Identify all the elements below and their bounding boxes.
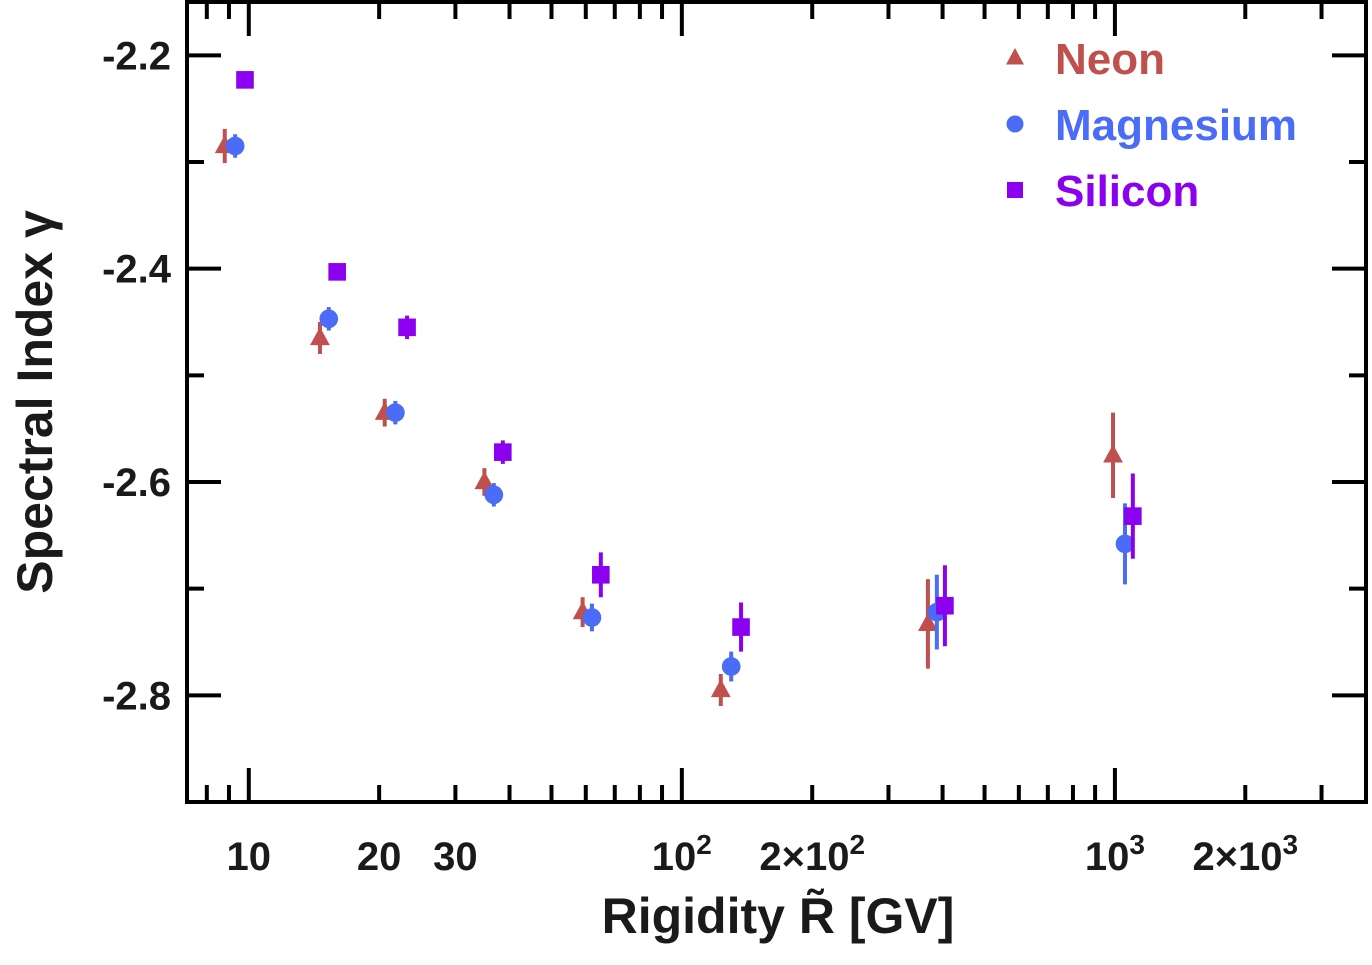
data-series bbox=[214, 71, 1142, 706]
circle-marker bbox=[1115, 534, 1135, 554]
y-tick-label: -2.4 bbox=[102, 248, 172, 292]
x-tick-label-base: 10 bbox=[1085, 835, 1130, 879]
square-marker bbox=[732, 618, 750, 636]
legend-label-silicon: Silicon bbox=[1055, 167, 1199, 216]
triangle-marker bbox=[1103, 444, 1123, 463]
plot-frame bbox=[185, 0, 1368, 804]
series-magnesium bbox=[225, 134, 1135, 682]
square-marker bbox=[494, 443, 512, 461]
x-tick-label: 102 bbox=[652, 829, 712, 879]
circle-marker bbox=[484, 485, 504, 505]
x-tick-label-base: 20 bbox=[357, 835, 402, 879]
x-tick-label: 10 bbox=[227, 835, 272, 879]
y-tick-label: -2.8 bbox=[102, 674, 171, 718]
series-silicon bbox=[236, 71, 1142, 652]
legend-circle-marker bbox=[1006, 115, 1024, 133]
x-tick-label: 2×103 bbox=[1192, 829, 1298, 879]
square-marker bbox=[1124, 507, 1142, 525]
series-neon bbox=[214, 128, 1123, 706]
x-tick-label: 103 bbox=[1085, 829, 1145, 879]
x-axis-title: Rigidity R̃ [GV] bbox=[602, 888, 955, 944]
circle-marker bbox=[582, 608, 602, 627]
x-tick-label: 30 bbox=[433, 835, 478, 879]
triangle-marker bbox=[474, 471, 495, 490]
square-marker bbox=[236, 71, 254, 89]
x-tick-label: 20 bbox=[357, 835, 402, 879]
x-tick-label-base: 30 bbox=[433, 835, 478, 879]
x-tick-label: 2×102 bbox=[759, 829, 865, 879]
x-tick-label-base: 10 bbox=[227, 835, 272, 879]
x-tick-label-exponent: 3 bbox=[1283, 829, 1299, 860]
legend-label-neon: Neon bbox=[1055, 35, 1165, 84]
triangle-marker bbox=[710, 679, 731, 698]
x-tick-label-base: 2×10 bbox=[759, 835, 849, 879]
y-axis-title: Spectral Index γ bbox=[7, 210, 63, 594]
circle-marker bbox=[319, 309, 339, 329]
square-marker bbox=[592, 566, 610, 584]
legend: Neon Magnesium Silicon bbox=[1006, 35, 1297, 216]
square-marker bbox=[936, 596, 954, 615]
legend-triangle-marker bbox=[1006, 48, 1024, 65]
x-tick-label-exponent: 3 bbox=[1129, 829, 1145, 860]
x-tick-label-exponent: 2 bbox=[696, 829, 712, 860]
triangle-marker bbox=[310, 327, 330, 346]
triangle-marker bbox=[918, 612, 938, 632]
square-marker bbox=[398, 318, 416, 337]
square-marker bbox=[328, 263, 346, 281]
circle-marker bbox=[386, 403, 405, 423]
y-tick-label: -2.2 bbox=[102, 34, 171, 78]
y-tick-label: -2.6 bbox=[102, 461, 171, 505]
legend-square-marker bbox=[1007, 182, 1023, 198]
circle-marker bbox=[225, 136, 245, 156]
tick-labels: -2.2-2.4-2.6-2.810 20 30 102 2×102 103 2×103 bbox=[102, 34, 1298, 879]
x-tick-label-base: 2×10 bbox=[1192, 835, 1282, 879]
x-tick-label-exponent: 2 bbox=[849, 829, 865, 860]
x-tick-label-base: 10 bbox=[652, 835, 697, 879]
legend-label-magnesium: Magnesium bbox=[1055, 101, 1297, 150]
circle-marker bbox=[721, 657, 741, 676]
